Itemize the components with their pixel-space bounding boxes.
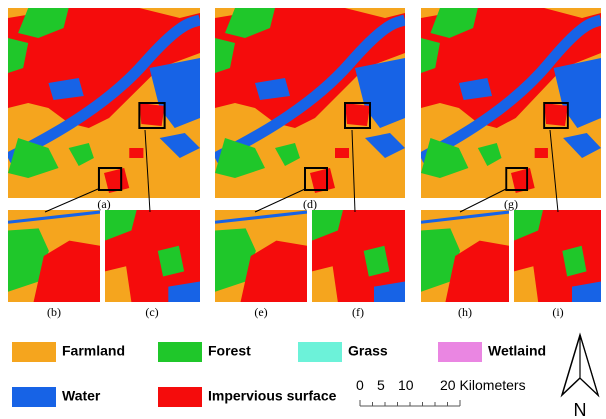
legend-label: Water [62, 388, 101, 404]
scale-label: 10 [398, 377, 414, 393]
panel-label: (h) [458, 305, 472, 319]
panel-a: (a) (b) (c) [8, 8, 200, 319]
legend-label: Farmland [62, 343, 125, 359]
legend-label: Impervious surface [208, 388, 337, 404]
map [8, 210, 100, 302]
map [105, 210, 200, 302]
legend-swatch [12, 387, 56, 407]
map [312, 210, 405, 302]
legend-swatch [12, 342, 56, 362]
map [514, 210, 601, 302]
scale-label: 5 [377, 377, 385, 393]
legend-swatch [158, 342, 202, 362]
map [8, 8, 200, 198]
legend-label: Wetlaind [488, 343, 546, 359]
panel-label: (f) [352, 305, 364, 319]
panel-d: (d) (e) (f) [215, 8, 405, 319]
scale-label: 20 Kilometers [440, 377, 526, 393]
panel-label: (g) [504, 197, 518, 211]
scale-ticks [360, 400, 460, 406]
legend-swatch [158, 387, 202, 407]
panel-label: (a) [97, 197, 110, 211]
figure: (a) (b) (c) (d) (e) (f) (g) (h) (i) Farm… [0, 0, 606, 419]
panel-label: (b) [47, 305, 61, 319]
map [215, 210, 307, 302]
legend-swatch [298, 342, 342, 362]
legend-swatch [438, 342, 482, 362]
panel-label: (e) [254, 305, 267, 319]
map [421, 210, 509, 302]
legend-label: Forest [208, 343, 251, 359]
north-label: N [574, 400, 587, 419]
legend: Farmland Forest Grass Wetlaind Water Impervio… [12, 342, 546, 407]
legend-label: Grass [348, 343, 388, 359]
panel-label: (c) [145, 305, 158, 319]
scale-bar: 0 5 10 20 Kilometers [356, 377, 526, 406]
scale-label: 0 [356, 377, 364, 393]
panel-label: (d) [303, 197, 317, 211]
panel-label: (i) [552, 305, 563, 319]
map [421, 8, 601, 198]
panel-g: (g) (h) (i) [421, 8, 601, 319]
map [215, 8, 405, 198]
north-arrow: N [562, 335, 598, 419]
